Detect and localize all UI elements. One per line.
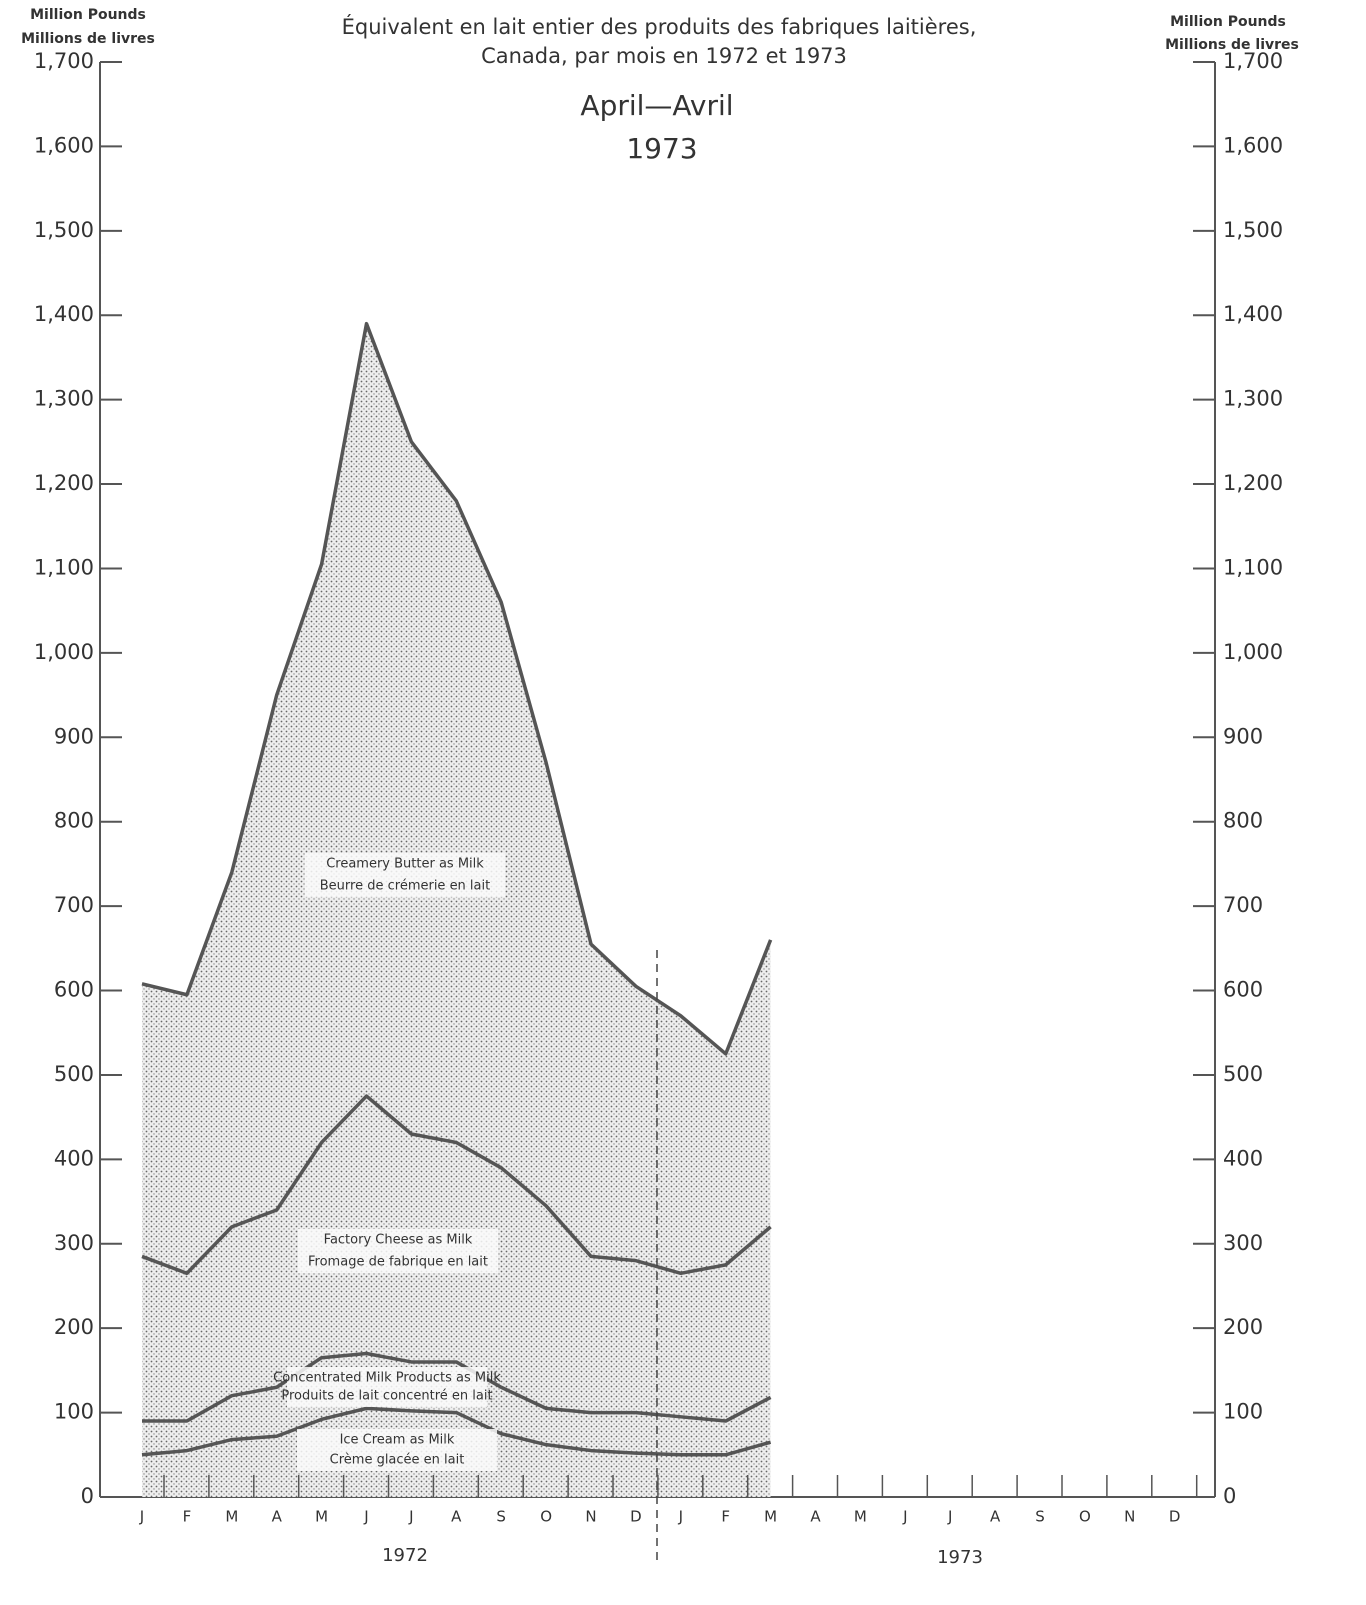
x-tick-label: J — [363, 1508, 368, 1526]
y-axis-label-fr: Millions de livres — [21, 31, 155, 47]
x-tick-label: J — [902, 1508, 907, 1526]
annotation: Crème glacée en lait — [330, 1453, 465, 1468]
y2-tick-label: 1,500 — [1223, 218, 1283, 242]
x-tick-label: O — [540, 1508, 552, 1526]
x-tick-label: J — [947, 1508, 952, 1526]
annotation-bg — [297, 1429, 497, 1471]
y-tick-label: 1,200 — [34, 471, 94, 495]
y-tick-label: 1,500 — [34, 218, 94, 242]
annotation: Fromage de fabrique en lait — [308, 1255, 488, 1270]
y2-axis-label: Million Pounds — [1170, 14, 1286, 30]
plot-area — [141, 321, 773, 1497]
series-line — [141, 1094, 772, 1276]
y-tick-label: 1,000 — [34, 640, 94, 664]
y-tick-label: 1,700 — [34, 49, 94, 73]
y-tick-label: 200 — [54, 1315, 94, 1339]
edition-year: 1973 — [626, 132, 697, 165]
y2-tick-label: 1,700 — [1223, 49, 1283, 73]
y-axis-label: Million Pounds — [30, 7, 146, 23]
y-tick-label: 1,400 — [34, 302, 94, 326]
edition: April—Avril — [580, 89, 733, 122]
year-label: 1972 — [382, 1545, 428, 1566]
y2-axis-label-fr: Millions de livres — [1165, 37, 1299, 53]
y2-tick-label: 300 — [1223, 1231, 1263, 1255]
y2-tick-label: 1,000 — [1223, 640, 1283, 664]
x-tick-label: S — [1035, 1508, 1045, 1526]
annotation: Factory Cheese as Milk — [324, 1233, 473, 1248]
y2-tick-label: 1,300 — [1223, 387, 1283, 411]
y-tick-label: 900 — [54, 724, 94, 748]
x-tick-label: A — [451, 1508, 462, 1526]
y2-tick-label: 0 — [1223, 1484, 1236, 1508]
annotation-bg — [305, 853, 505, 897]
series-line — [142, 1351, 772, 1423]
x-tick-label: A — [990, 1508, 1001, 1526]
x-tick-label: N — [585, 1508, 596, 1526]
area — [142, 323, 771, 1274]
y2-tick-label: 400 — [1223, 1146, 1263, 1170]
y2-tick-label: 600 — [1223, 978, 1263, 1002]
x-tick-label: M — [315, 1508, 328, 1526]
x-tick-label: D — [630, 1508, 642, 1526]
x-tick-label: D — [1169, 1508, 1181, 1526]
x-tick-label: A — [272, 1508, 283, 1526]
y-tick-label: 700 — [54, 893, 94, 917]
x-tick-label: M — [225, 1508, 238, 1526]
y-tick-label: 800 — [54, 809, 94, 833]
y-tick-label: 1,300 — [34, 387, 94, 411]
x-tick-label: J — [678, 1508, 683, 1526]
y-tick-label: 1,100 — [34, 555, 94, 579]
y-tick-label: 600 — [54, 978, 94, 1002]
y2-tick-label: 1,600 — [1223, 133, 1283, 157]
x-tick-label: J — [408, 1508, 413, 1526]
year-label: 1973 — [937, 1547, 983, 1568]
y2-tick-label: 100 — [1223, 1400, 1263, 1424]
y-tick-label: 400 — [54, 1146, 94, 1170]
x-tick-label: S — [496, 1508, 506, 1526]
series-line — [141, 321, 773, 1056]
y2-tick-label: 1,200 — [1223, 471, 1283, 495]
y2-tick-label: 1,100 — [1223, 555, 1283, 579]
x-tick-label: M — [854, 1508, 867, 1526]
chart-subtitle: Canada, par mois en 1972 et 1973 — [481, 44, 847, 68]
y2-tick-label: 500 — [1223, 1062, 1263, 1086]
y-tick-label: 300 — [54, 1231, 94, 1255]
annotation: Ice Cream as Milk — [340, 1433, 455, 1448]
chart-title: Équivalent en lait entier des produits d… — [342, 14, 977, 39]
x-tick-label: O — [1079, 1508, 1091, 1526]
y-tick-label: 100 — [54, 1400, 94, 1424]
annotation: Concentrated Milk Products as Milk — [273, 1371, 501, 1386]
x-tick-label: F — [721, 1508, 730, 1526]
y2-tick-label: 900 — [1223, 724, 1263, 748]
x-tick-label: J — [139, 1508, 144, 1526]
y-tick-label: 1,600 — [34, 133, 94, 157]
y-tick-label: 0 — [81, 1484, 94, 1508]
annotation: Produits de lait concentré en lait — [281, 1389, 492, 1404]
y2-tick-label: 200 — [1223, 1315, 1263, 1339]
series-line — [141, 1406, 772, 1457]
y2-tick-label: 1,400 — [1223, 302, 1283, 326]
annotation: Creamery Butter as Milk — [326, 857, 484, 872]
x-tick-label: A — [810, 1508, 821, 1526]
y-tick-label: 500 — [54, 1062, 94, 1086]
annotation-bg — [287, 1367, 487, 1407]
y2-tick-label: 800 — [1223, 809, 1263, 833]
x-tick-label: F — [183, 1508, 192, 1526]
x-tick-label: M — [764, 1508, 777, 1526]
annotation: Beurre de crémerie en lait — [320, 879, 490, 894]
annotation-bg — [298, 1229, 498, 1273]
y2-tick-label: 700 — [1223, 893, 1263, 917]
x-tick-label: N — [1124, 1508, 1135, 1526]
